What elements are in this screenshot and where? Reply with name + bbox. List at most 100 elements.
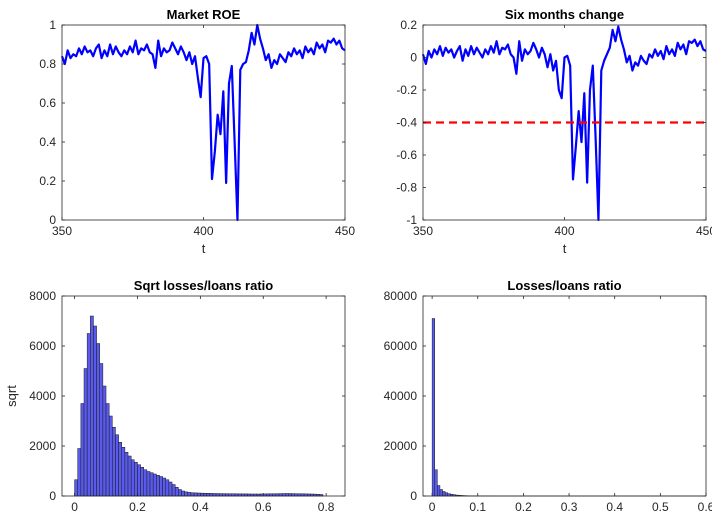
- histogram-bar: [187, 492, 192, 497]
- x-tick-label: 0.5: [652, 500, 669, 514]
- chart-title: Market ROE: [167, 7, 241, 22]
- histogram-bar: [193, 492, 198, 497]
- x-tick-label: 450: [696, 224, 712, 238]
- histogram-bar: [434, 469, 438, 497]
- x-axis-label: t: [563, 241, 567, 256]
- histogram-bar: [206, 493, 211, 497]
- y-tick-label: 0: [49, 489, 56, 503]
- histogram-bar: [83, 368, 88, 497]
- y-tick-label: 20000: [384, 439, 418, 453]
- subplot-2: 350 400 450 -1 -0.8 -0.6 -0.4 -0.2 0 0.2 Six month…: [396, 7, 712, 256]
- histogram-bar: [127, 455, 132, 497]
- histogram-bar: [196, 492, 201, 497]
- x-tick-label: 350: [52, 224, 72, 238]
- histogram-bar: [165, 479, 170, 497]
- y-tick-label: 6000: [29, 339, 56, 353]
- x-tick-label: 0: [429, 500, 436, 514]
- subplot-3: 0 0.2 0.4 0.6 0.8 0 2000 4000 6000 8000 Sqrt losse…: [4, 278, 346, 514]
- histogram-bar: [74, 479, 78, 497]
- histogram-bar: [444, 492, 448, 497]
- histogram-bar: [146, 471, 151, 497]
- histogram-bar: [105, 403, 110, 497]
- histogram-bar: [115, 434, 119, 497]
- y-tick-label: 0: [410, 51, 417, 65]
- y-tick-label: 0.4: [39, 135, 56, 149]
- y-tick-label: 4000: [29, 389, 56, 403]
- histogram-bar: [99, 363, 104, 497]
- histogram-bar: [86, 333, 91, 497]
- histogram-bar: [437, 485, 441, 497]
- y-tick-label: 0.8: [39, 57, 56, 71]
- plot-area: [423, 296, 706, 496]
- histogram-bar: [152, 473, 157, 497]
- x-tick-label: 0.8: [318, 500, 335, 514]
- histogram-bar: [137, 464, 141, 497]
- y-tick-label: -0.6: [396, 148, 417, 162]
- histogram-bar: [118, 442, 122, 497]
- histogram-bar: [149, 472, 154, 497]
- histogram-bar: [178, 489, 182, 497]
- y-tick-label: 0.2: [400, 18, 417, 32]
- histogram-bar: [200, 492, 204, 497]
- histogram-bar: [124, 452, 129, 497]
- y-tick-label: 2000: [29, 439, 56, 453]
- histogram-bar: [80, 403, 85, 497]
- histogram-bar: [108, 415, 113, 497]
- x-tick-label: 0: [71, 500, 78, 514]
- histogram-bar: [190, 492, 195, 497]
- histogram-bar: [112, 427, 116, 497]
- histogram-bar: [184, 491, 189, 497]
- x-tick-label: 0.2: [129, 500, 146, 514]
- histogram-bar: [439, 489, 443, 497]
- x-tick-label: 350: [413, 224, 433, 238]
- histogram-bar: [181, 490, 185, 497]
- y-tick-label: -1: [406, 213, 417, 227]
- histogram-bar: [159, 476, 163, 497]
- x-tick-label: 0.3: [561, 500, 578, 514]
- subplot-1: 350 400 450 0 0.2 0.4 0.6 0.8 1 Market ROE t: [39, 7, 355, 256]
- histogram-bar: [143, 469, 148, 497]
- y-tick-label: -0.8: [396, 181, 417, 195]
- x-tick-label: 400: [193, 224, 213, 238]
- x-tick-label: 0.6: [698, 500, 712, 514]
- y-axis-label: sqrt: [4, 385, 19, 407]
- x-tick-label: 0.4: [606, 500, 623, 514]
- x-tick-label: 450: [335, 224, 355, 238]
- y-tick-label: 60000: [384, 339, 418, 353]
- series-line-1: [60, 23, 346, 222]
- histogram-bar: [203, 493, 207, 497]
- histogram-bar: [431, 318, 435, 497]
- histogram-bar: [130, 459, 135, 497]
- y-tick-label: 0: [49, 213, 56, 227]
- y-tick-label: 40000: [384, 389, 418, 403]
- histogram-bar: [102, 385, 107, 497]
- y-tick-label: 80000: [384, 289, 418, 303]
- y-tick-label: 0.2: [39, 174, 56, 188]
- y-tick-label: -0.2: [396, 83, 417, 97]
- histogram-bar: [121, 447, 126, 497]
- series-line-1: [421, 25, 707, 222]
- histogram-bar: [442, 491, 446, 497]
- histogram-bar: [90, 315, 94, 497]
- histogram-bar: [77, 448, 82, 497]
- subplot-4: 0 0.1 0.2 0.3 0.4 0.5 0.6 0 20000 40000 60000 80000…: [384, 278, 712, 514]
- histogram-bar: [140, 467, 145, 497]
- y-tick-label: -0.4: [396, 116, 417, 130]
- histogram-bar: [93, 325, 97, 497]
- x-tick-label: 0.1: [469, 500, 486, 514]
- y-tick-label: 0: [410, 489, 417, 503]
- histogram-bar: [134, 462, 138, 497]
- x-tick-label: 0.4: [192, 500, 209, 514]
- histogram-bar: [162, 477, 167, 497]
- x-tick-label: 400: [554, 224, 574, 238]
- x-tick-label: 0.2: [515, 500, 532, 514]
- x-axis-label: t: [202, 241, 206, 256]
- histogram-bar: [156, 475, 160, 497]
- chart-title: Sqrt losses/loans ratio: [134, 278, 273, 293]
- x-tick-label: 0.6: [255, 500, 272, 514]
- histogram-bar: [168, 481, 173, 497]
- y-tick-label: 1: [49, 18, 56, 32]
- histogram-bar: [171, 484, 176, 497]
- y-tick-label: 8000: [29, 289, 56, 303]
